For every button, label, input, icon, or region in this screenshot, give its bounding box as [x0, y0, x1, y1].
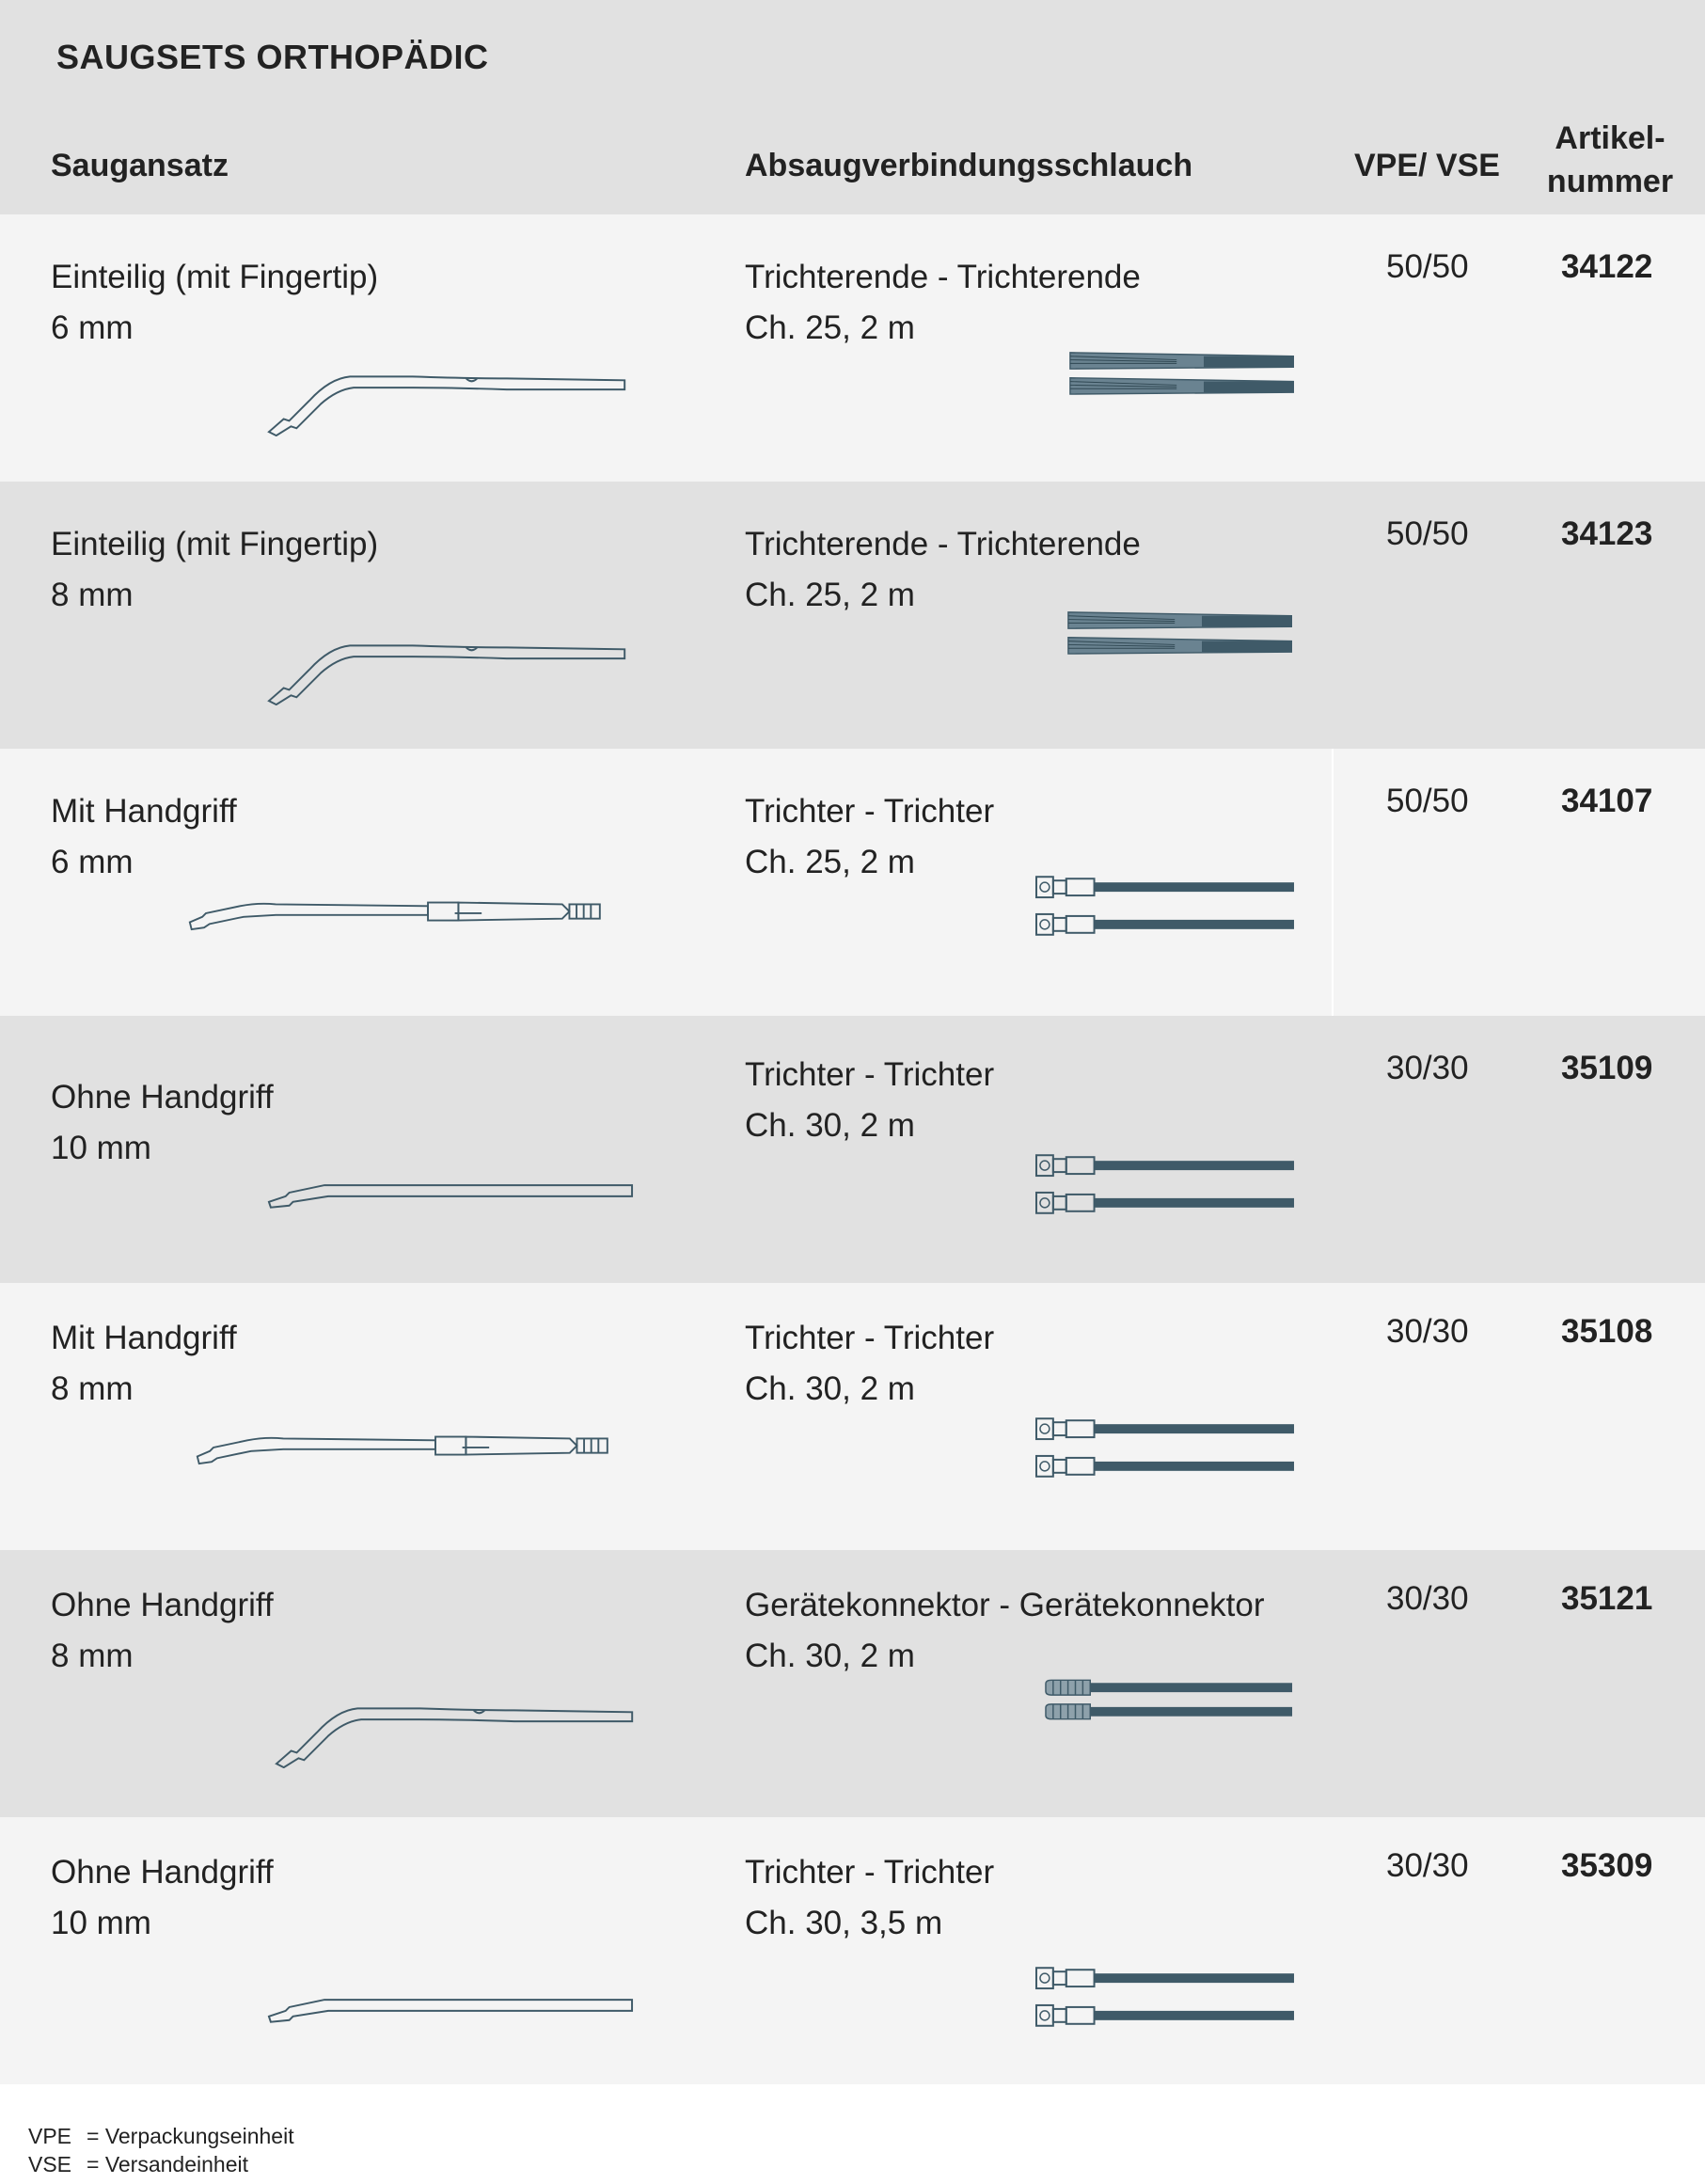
tapered-tube-pair-drawing — [1066, 604, 1292, 660]
vpe-value: 30/30 — [1386, 1580, 1469, 1617]
ansatz-cell: Ohne Handgriff 10 mm — [51, 1072, 274, 1174]
ansatz-size: 10 mm — [51, 1905, 151, 1941]
abbreviation-legend: VPE = Verpackungseinheit VSE = Versandeinh… — [28, 2122, 294, 2178]
schlauch-spec: Ch. 30, 2 m — [745, 1638, 915, 1674]
column-header-schlauch: Absaugverbindungsschlauch — [745, 148, 1193, 183]
table-row: Einteilig (mit Fingertip) 8 mm Trichtere… — [0, 482, 1705, 749]
schlauch-spec: Ch. 25, 2 m — [745, 577, 915, 613]
schlauch-cell: Gerätekonnektor - Gerätekonnektor Ch. 30… — [745, 1580, 1265, 1682]
schlauch-cell: Trichter - Trichter Ch. 30, 3,5 m — [745, 1847, 994, 1949]
suction-tip-with-handle-drawing — [186, 890, 634, 935]
ansatz-size: 8 mm — [51, 1638, 134, 1674]
tapered-tube-pair-drawing — [1068, 344, 1294, 401]
table-row: Ohne Handgriff 10 mm Trichter - Trichter… — [0, 1817, 1705, 2084]
table-row: Mit Handgriff 8 mm Trichter - Trichter C… — [0, 1283, 1705, 1550]
curved-suction-tip-drawing — [273, 1684, 641, 1768]
funnel-tube-pair-drawing — [1034, 1151, 1296, 1217]
table-row: Ohne Handgriff 8 mm Gerätekonnektor - Ge… — [0, 1550, 1705, 1817]
ansatz-cell: Einteilig (mit Fingertip) 8 mm — [51, 519, 378, 621]
ansatz-name: Einteilig (mit Fingertip) — [51, 526, 379, 562]
schlauch-cell: Trichterende - Trichterende Ch. 25, 2 m — [745, 519, 1141, 621]
artikel-number: 35109 — [1561, 1050, 1653, 1086]
funnel-tube-pair-drawing — [1034, 873, 1296, 939]
straight-suction-tip-drawing — [265, 1986, 636, 2024]
vpe-value: 50/50 — [1386, 783, 1469, 819]
funnel-tube-pair-drawing — [1034, 1964, 1296, 2030]
schlauch-spec: Ch. 30, 2 m — [745, 1107, 915, 1144]
legend-vse-definition: = Versandeinheit — [87, 2152, 248, 2176]
ansatz-size: 8 mm — [51, 577, 134, 613]
artikel-number: 35309 — [1561, 1847, 1653, 1884]
column-header-artikel-line2: nummer — [1546, 164, 1674, 199]
schlauch-spec: Ch. 25, 2 m — [745, 844, 915, 880]
ansatz-size: 6 mm — [51, 309, 134, 346]
schlauch-cell: Trichter - Trichter Ch. 25, 2 m — [745, 786, 994, 888]
ansatz-size: 6 mm — [51, 844, 134, 880]
table-row: Ohne Handgriff 10 mm Trichter - Trichter… — [0, 1016, 1705, 1283]
legend-vpe-abbr: VPE — [28, 2124, 72, 2148]
legend-vse: VSE = Versandeinheit — [28, 2150, 294, 2178]
ansatz-size: 10 mm — [51, 1130, 151, 1166]
schlauch-cell: Trichterende - Trichterende Ch. 25, 2 m — [745, 252, 1141, 354]
artikel-number: 34107 — [1561, 783, 1653, 819]
schlauch-spec: Ch. 30, 3,5 m — [745, 1905, 943, 1941]
vpe-value: 50/50 — [1386, 248, 1469, 285]
column-header-saugansatz: Saugansatz — [51, 148, 229, 183]
schlauch-cell: Trichter - Trichter Ch. 30, 2 m — [745, 1313, 994, 1415]
suction-tip-with-handle-drawing — [194, 1424, 641, 1469]
ansatz-name: Ohne Handgriff — [51, 1587, 274, 1623]
legend-vse-abbr: VSE — [28, 2152, 72, 2176]
table-row: Mit Handgriff 6 mm Trichter - Trichter C… — [0, 749, 1705, 1016]
ansatz-name: Ohne Handgriff — [51, 1854, 274, 1891]
schlauch-spec: Ch. 25, 2 m — [745, 309, 915, 346]
artikel-number: 35108 — [1561, 1313, 1653, 1350]
straight-suction-tip-drawing — [265, 1172, 636, 1210]
column-header-artikel-line1: Artikel- — [1555, 120, 1666, 156]
funnel-tube-pair-drawing — [1034, 1415, 1296, 1480]
vpe-value: 30/30 — [1386, 1313, 1469, 1350]
schlauch-name: Trichter - Trichter — [745, 1056, 995, 1093]
ansatz-cell: Einteilig (mit Fingertip) 6 mm — [51, 252, 378, 354]
schlauch-cell: Trichter - Trichter Ch. 30, 2 m — [745, 1050, 994, 1151]
ansatz-cell: Mit Handgriff 8 mm — [51, 1313, 237, 1415]
page-title: SAUGSETS ORTHOPÄDIC — [56, 38, 489, 76]
ansatz-cell: Ohne Handgriff 10 mm — [51, 1847, 274, 1949]
table-row: Einteilig (mit Fingertip) 6 mm Trichtere… — [0, 214, 1705, 482]
ansatz-cell: Mit Handgriff 6 mm — [51, 786, 237, 888]
schlauch-name: Trichterende - Trichterende — [745, 259, 1141, 295]
schlauch-name: Trichter - Trichter — [745, 1854, 995, 1891]
column-divider — [1332, 749, 1334, 1016]
schlauch-name: Trichter - Trichter — [745, 1320, 995, 1356]
schlauch-name: Trichterende - Trichterende — [745, 526, 1141, 562]
artikel-number: 34123 — [1561, 515, 1653, 552]
artikel-number: 34122 — [1561, 248, 1653, 285]
ansatz-name: Mit Handgriff — [51, 1320, 237, 1356]
table-header: SAUGSETS ORTHOPÄDIC Saugansatz Absaugver… — [0, 0, 1705, 214]
ansatz-name: Ohne Handgriff — [51, 1079, 274, 1116]
schlauch-name: Trichter - Trichter — [745, 793, 995, 830]
column-header-vpe: VPE/ VSE — [1354, 148, 1500, 183]
ansatz-name: Einteilig (mit Fingertip) — [51, 259, 379, 295]
device-connector-tube-pair-drawing — [1044, 1676, 1294, 1723]
ansatz-cell: Ohne Handgriff 8 mm — [51, 1580, 274, 1682]
artikel-number: 35121 — [1561, 1580, 1653, 1617]
ansatz-name: Mit Handgriff — [51, 793, 237, 830]
legend-vpe: VPE = Verpackungseinheit — [28, 2122, 294, 2150]
legend-vpe-definition: = Verpackungseinheit — [87, 2124, 294, 2148]
schlauch-name: Gerätekonnektor - Gerätekonnektor — [745, 1587, 1265, 1623]
schlauch-spec: Ch. 30, 2 m — [745, 1370, 915, 1407]
vpe-value: 30/30 — [1386, 1050, 1469, 1086]
vpe-value: 50/50 — [1386, 515, 1469, 552]
column-header-artikel: Artikel- nummer — [1544, 117, 1676, 203]
curved-suction-tip-drawing — [265, 621, 634, 705]
vpe-value: 30/30 — [1386, 1847, 1469, 1884]
ansatz-size: 8 mm — [51, 1370, 134, 1407]
curved-suction-tip-drawing — [265, 352, 634, 436]
